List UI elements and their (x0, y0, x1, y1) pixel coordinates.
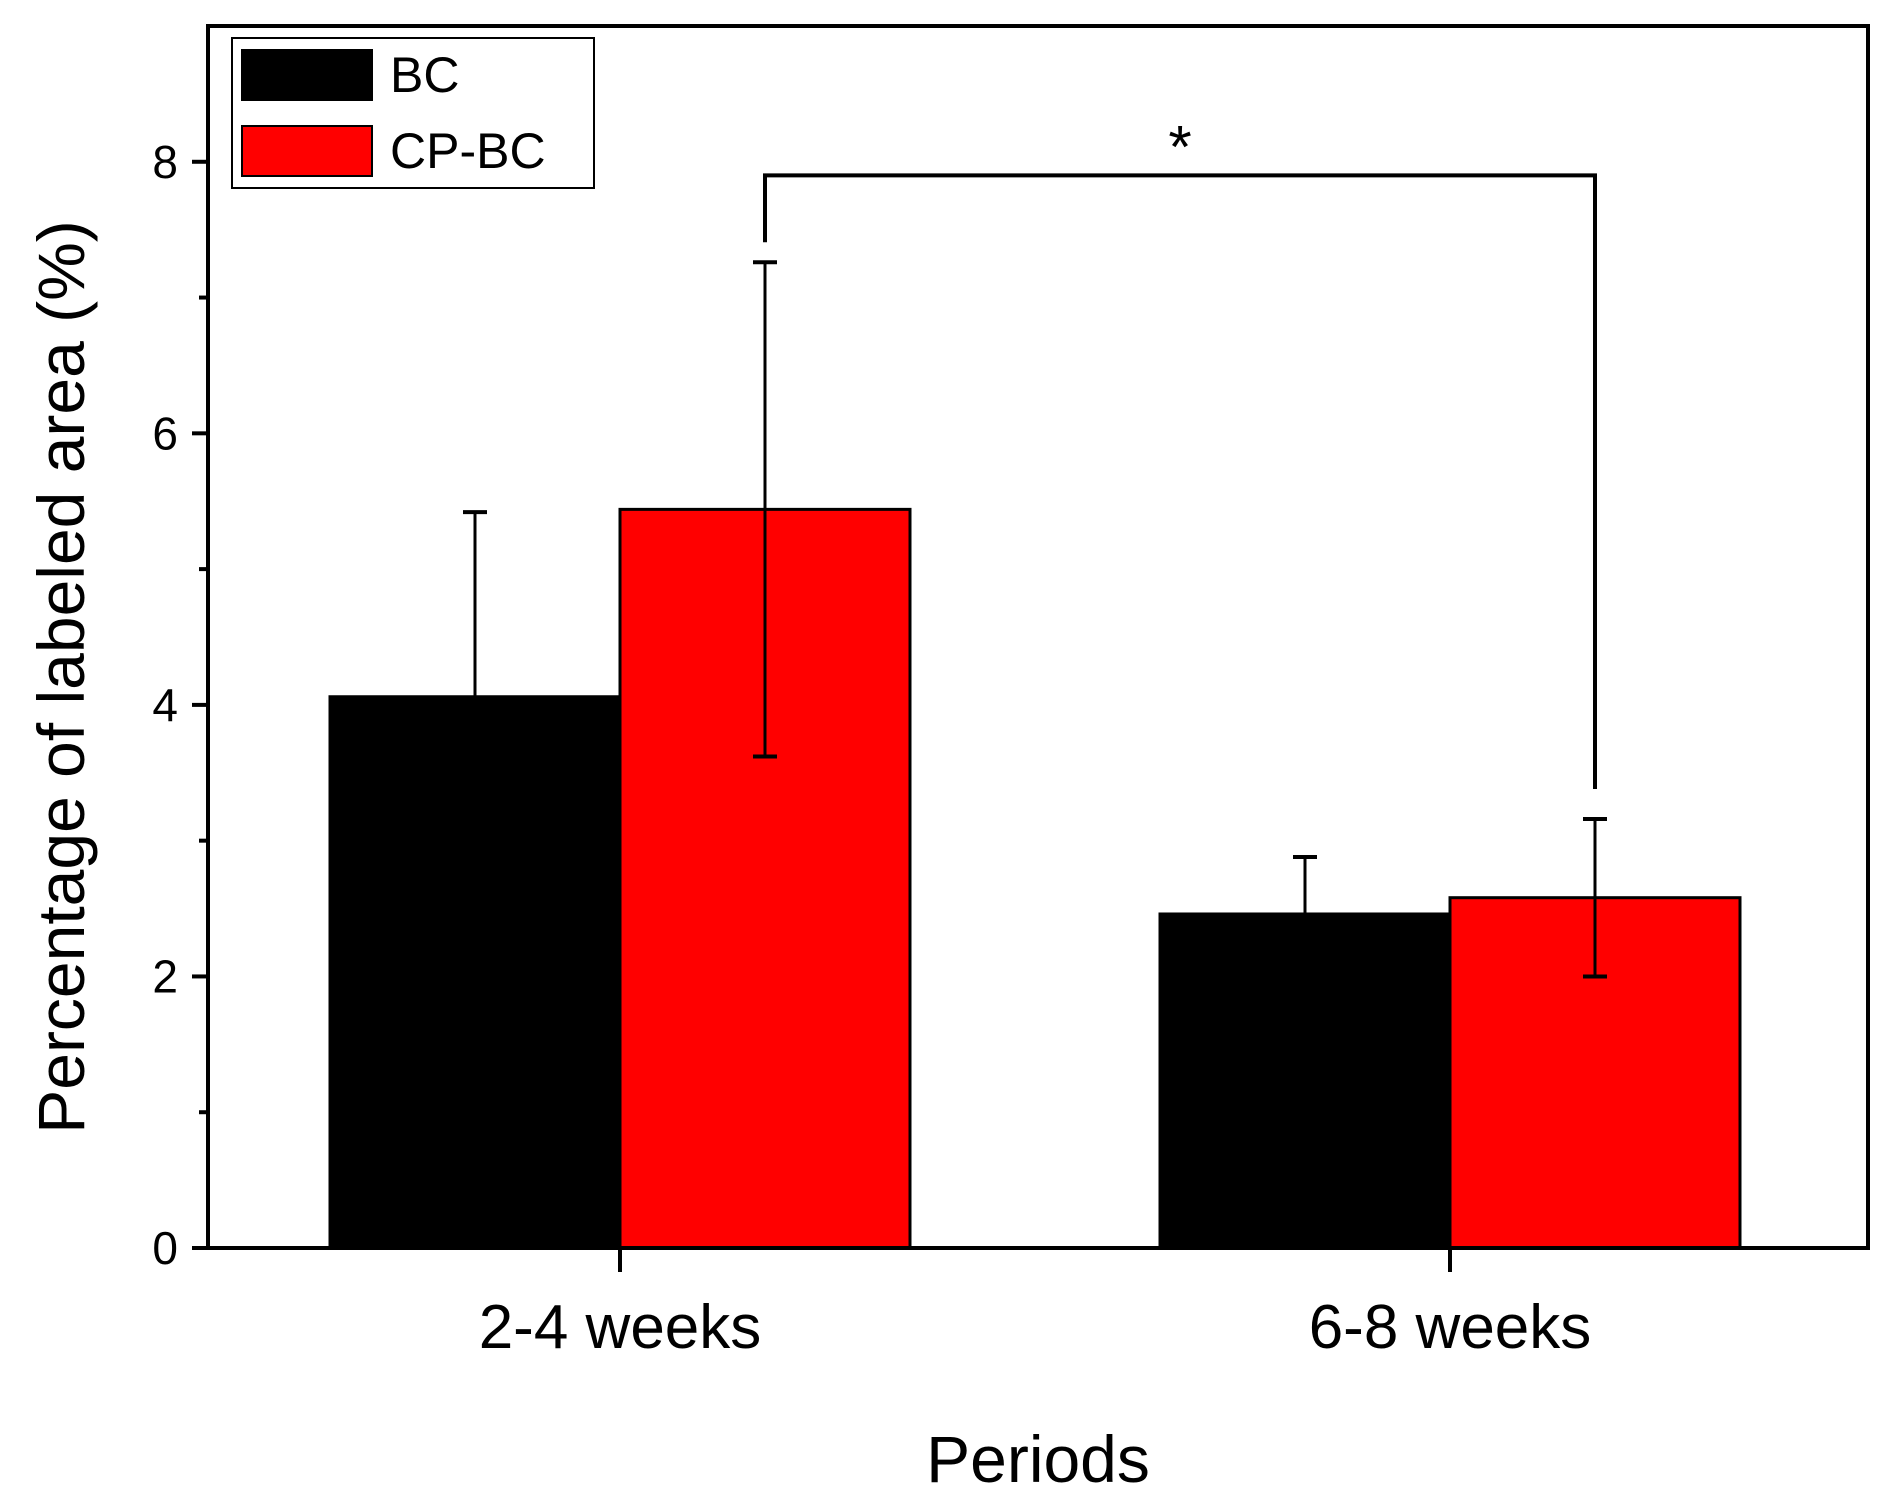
bars-layer (328, 507, 1742, 1250)
legend-swatch-cp-bc (241, 125, 373, 177)
axes-layer: 0 2 4 6 8 2-4 weeks 6-8 weeks Periods Percentage… (24, 24, 1870, 1496)
significance-bracket (763, 173, 1597, 789)
x-axis-title: Periods (926, 1422, 1150, 1496)
legend-swatch-bc (241, 49, 373, 101)
legend: BC CP-BC (231, 37, 595, 189)
y-tick-label: 4 (152, 679, 178, 731)
legend-label-bc: BC (390, 47, 459, 103)
y-tick-label: 8 (152, 136, 178, 188)
y-axis-title: Percentage of labeled area (%) (24, 220, 98, 1134)
annotations-layer: * (763, 113, 1597, 789)
error-bars-layer (463, 260, 1607, 979)
x-category-label: 2-4 weeks (479, 1293, 762, 1362)
plot-frame (206, 24, 1870, 1250)
x-category-label: 6-8 weeks (1309, 1293, 1592, 1362)
y-tick-label: 6 (152, 407, 178, 459)
y-tick-label: 2 (152, 950, 178, 1002)
significance-label: * (1168, 113, 1191, 180)
legend-label-cp-bc: CP-BC (390, 123, 546, 179)
y-tick-label: 0 (152, 1222, 178, 1274)
